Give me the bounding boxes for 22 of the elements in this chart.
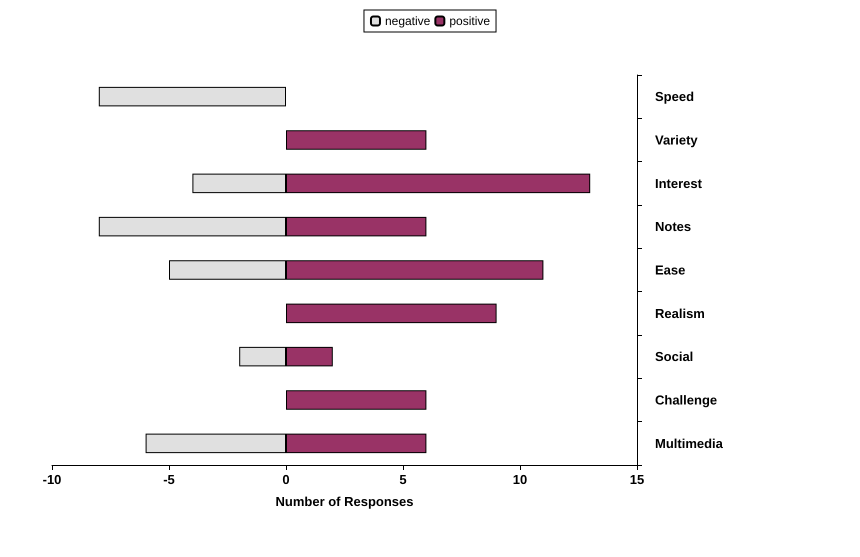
- legend-label: positive: [449, 14, 490, 28]
- y-tick-label: Variety: [655, 132, 698, 148]
- y-tick-label: Speed: [655, 89, 694, 104]
- y-tick-label: Challenge: [655, 392, 718, 408]
- bar: [98, 86, 286, 106]
- x-axis-title: Number of Responses: [276, 494, 414, 509]
- y-tick-label: Multimedia: [655, 436, 724, 451]
- y-tick-label: Notes: [655, 219, 692, 234]
- y-tick-label: Realism: [655, 306, 705, 321]
- bar: [286, 304, 497, 324]
- x-tick-label: 10: [512, 472, 528, 487]
- x-tick-label: -10: [42, 472, 62, 487]
- bar: [286, 390, 426, 410]
- y-tick-label: Ease: [655, 262, 686, 278]
- x-tick-label: 0: [282, 472, 290, 487]
- y-tick-label: Social: [655, 349, 694, 364]
- bar: [286, 130, 426, 150]
- x-tick-label: -5: [163, 472, 175, 487]
- legend-label: negative: [384, 14, 431, 28]
- y-tick-label: Interest: [655, 176, 703, 191]
- x-tick-label: 15: [630, 472, 644, 487]
- x-tick-label: 5: [399, 472, 407, 487]
